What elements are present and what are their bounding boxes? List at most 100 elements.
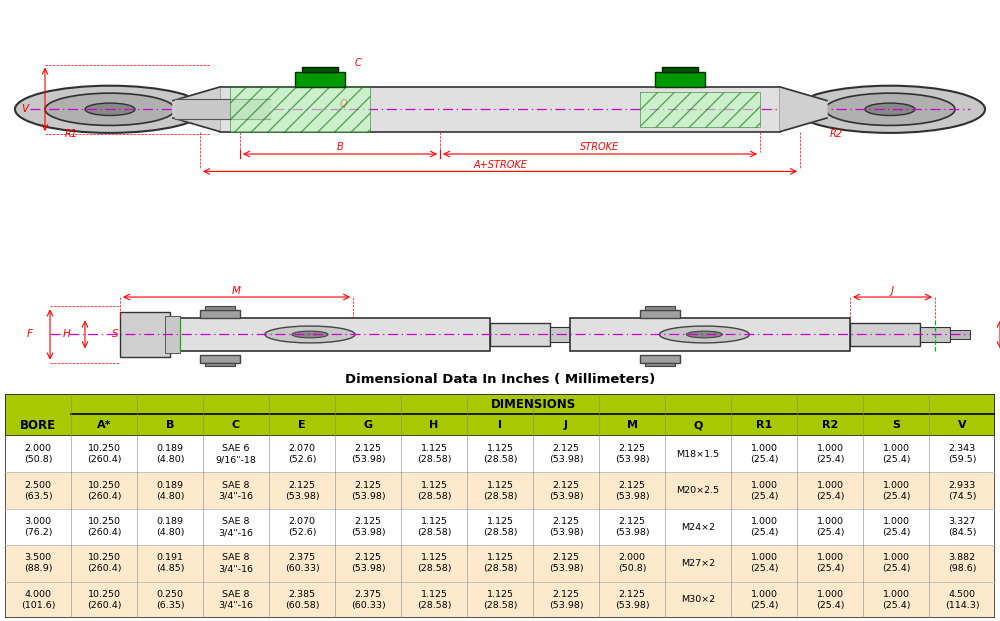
Text: 1.125
(28.58): 1.125 (28.58) [483,481,517,501]
Text: 1.125
(28.58): 1.125 (28.58) [417,481,451,501]
Text: 2.375
(60.33): 2.375 (60.33) [285,553,319,573]
Text: 10.250
(260.4): 10.250 (260.4) [87,481,121,501]
Text: 1.000
(25.4): 1.000 (25.4) [882,590,910,610]
Text: Q: Q [340,99,348,109]
FancyBboxPatch shape [655,72,705,87]
FancyBboxPatch shape [5,509,995,545]
Text: 2.343
(59.5): 2.343 (59.5) [948,444,976,465]
Text: 2.000
(50.8): 2.000 (50.8) [618,553,646,573]
Text: J: J [564,420,568,430]
Text: SAE 6
9/16"-18: SAE 6 9/16"-18 [216,444,256,465]
FancyBboxPatch shape [490,324,550,346]
Text: 1.125
(28.58): 1.125 (28.58) [483,553,517,573]
Text: S: S [112,330,118,340]
Text: 1.000
(25.4): 1.000 (25.4) [750,444,778,465]
Text: 2.125
(53.98): 2.125 (53.98) [615,444,649,465]
Text: I: I [498,420,502,430]
Text: M20×2.5: M20×2.5 [676,486,720,495]
Text: G: G [363,420,373,430]
FancyBboxPatch shape [295,72,345,87]
Circle shape [265,326,355,343]
Text: 2.125
(53.98): 2.125 (53.98) [285,481,319,501]
Text: 0.189
(4.80): 0.189 (4.80) [156,517,184,537]
FancyBboxPatch shape [205,363,235,366]
Text: 2.125
(53.98): 2.125 (53.98) [615,481,649,501]
Text: 2.070
(52.6): 2.070 (52.6) [288,517,316,537]
FancyBboxPatch shape [950,330,970,339]
Text: 10.250
(260.4): 10.250 (260.4) [87,444,121,465]
Text: Q: Q [693,420,703,430]
Text: R2: R2 [822,420,838,430]
Text: 1.000
(25.4): 1.000 (25.4) [816,517,844,537]
FancyBboxPatch shape [230,87,370,132]
Text: 2.125
(53.98): 2.125 (53.98) [615,517,649,537]
Text: M30×2: M30×2 [681,595,715,604]
FancyBboxPatch shape [550,327,575,342]
FancyBboxPatch shape [5,545,995,581]
Text: 1.000
(25.4): 1.000 (25.4) [750,517,778,537]
Text: 1.000
(25.4): 1.000 (25.4) [816,444,844,465]
Circle shape [292,331,328,338]
Text: 3.000
(76.2): 3.000 (76.2) [24,517,52,537]
Text: S: S [892,420,900,430]
Text: SAE 8
3/4"-16: SAE 8 3/4"-16 [218,517,254,537]
FancyBboxPatch shape [165,315,180,353]
FancyBboxPatch shape [200,355,240,363]
FancyBboxPatch shape [645,363,675,366]
Text: H: H [429,420,439,430]
FancyBboxPatch shape [640,92,760,127]
Text: F: F [27,330,33,340]
Text: 10.250
(260.4): 10.250 (260.4) [87,590,121,610]
Text: 0.250
(6.35): 0.250 (6.35) [156,590,184,610]
Text: 1.000
(25.4): 1.000 (25.4) [882,444,910,465]
Text: 1.000
(25.4): 1.000 (25.4) [882,481,910,501]
Text: V: V [21,104,29,114]
FancyBboxPatch shape [645,306,675,310]
Circle shape [686,331,722,338]
Text: M: M [232,286,241,296]
Text: V: V [958,420,966,430]
FancyBboxPatch shape [130,317,490,351]
FancyBboxPatch shape [920,327,950,342]
Text: H: H [63,330,71,340]
Text: DIMENSIONS: DIMENSIONS [490,398,576,411]
Text: 2.125
(53.98): 2.125 (53.98) [615,590,649,610]
Circle shape [795,86,985,133]
Text: 2.375
(60.33): 2.375 (60.33) [351,590,385,610]
FancyBboxPatch shape [640,355,680,363]
Circle shape [85,103,135,116]
Text: A*: A* [97,420,111,430]
Text: 2.125
(53.98): 2.125 (53.98) [351,444,385,465]
Text: J: J [891,286,894,296]
Text: SAE 8
3/4"-16: SAE 8 3/4"-16 [218,481,254,501]
Circle shape [659,326,749,343]
Text: M18×1.5: M18×1.5 [676,450,720,459]
Text: 2.125
(53.98): 2.125 (53.98) [549,553,583,573]
Text: 1.000
(25.4): 1.000 (25.4) [816,481,844,501]
Text: C: C [232,420,240,430]
FancyBboxPatch shape [205,306,235,310]
Text: 1.125
(28.58): 1.125 (28.58) [417,517,451,537]
Text: 1.000
(25.4): 1.000 (25.4) [750,553,778,573]
Text: 1.125
(28.58): 1.125 (28.58) [417,444,451,465]
FancyBboxPatch shape [570,317,850,351]
Circle shape [45,93,175,125]
FancyBboxPatch shape [71,394,995,414]
Text: B: B [337,142,343,152]
Text: SAE 8
3/4"-16: SAE 8 3/4"-16 [218,553,254,573]
Text: 2.500
(63.5): 2.500 (63.5) [24,481,52,501]
FancyBboxPatch shape [5,473,995,509]
Circle shape [865,103,915,116]
Text: 2.125
(53.98): 2.125 (53.98) [549,481,583,501]
Text: R1: R1 [65,129,78,138]
Text: 2.000
(50.8): 2.000 (50.8) [24,444,52,465]
Text: 2.933
(74.5): 2.933 (74.5) [948,481,976,501]
Text: 3.327
(84.5): 3.327 (84.5) [948,517,976,537]
Text: 3.882
(98.6): 3.882 (98.6) [948,553,976,573]
Polygon shape [175,99,270,119]
FancyBboxPatch shape [640,310,680,317]
Text: 2.385
(60.58): 2.385 (60.58) [285,590,319,610]
Text: 1.000
(25.4): 1.000 (25.4) [816,553,844,573]
Text: SAE 8
3/4"-16: SAE 8 3/4"-16 [218,590,254,610]
Text: 1.125
(28.58): 1.125 (28.58) [483,444,517,465]
